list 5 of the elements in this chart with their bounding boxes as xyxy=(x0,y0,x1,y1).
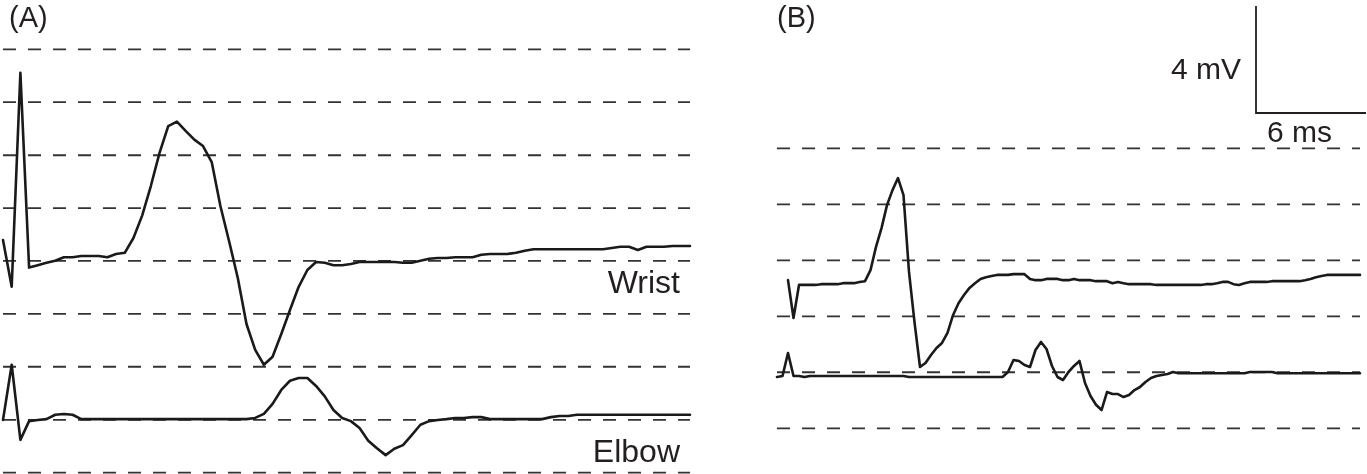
chart-title: (B) xyxy=(777,1,816,33)
calibration-scale: 4 mV 6 ms xyxy=(1170,6,1366,148)
chart-title: (A) xyxy=(9,1,48,33)
series-label: Wrist xyxy=(607,264,681,301)
series-label: Elbow xyxy=(592,432,681,469)
